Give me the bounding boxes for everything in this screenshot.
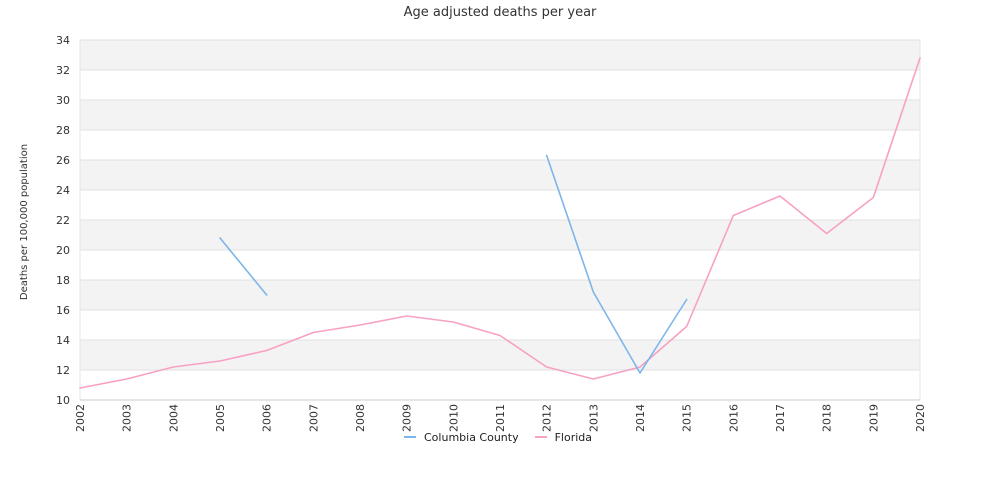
series-lines (79, 57, 921, 389)
y-tick-label: 20 (56, 244, 70, 257)
y-axis-title: Deaths per 100,000 population (19, 144, 30, 300)
legend-swatch (534, 436, 547, 438)
x-tick-label: 2003 (121, 404, 134, 432)
x-tick-label: 2007 (307, 404, 320, 432)
x-tick-label: 2016 (727, 404, 740, 432)
x-tick-label: 2008 (354, 404, 367, 432)
series-line-florida (79, 57, 921, 389)
x-tick-label: 2018 (821, 404, 834, 432)
plot-band (80, 100, 920, 130)
x-tick-label: 2005 (214, 404, 227, 432)
y-tick-label: 18 (56, 274, 70, 287)
x-tick-label: 2013 (587, 404, 600, 432)
x-tick-label: 2020 (914, 404, 927, 432)
chart-title: Age adjusted deaths per year (404, 5, 597, 20)
y-tick-label: 12 (56, 364, 70, 377)
y-tick-label: 28 (56, 124, 70, 137)
x-tick-label: 2012 (541, 404, 554, 432)
chart-legend: Columbia County Florida (404, 429, 608, 445)
legend-item[interactable]: Columbia County (404, 431, 519, 444)
series-line-columbia-county (219, 237, 268, 296)
y-tick-label: 24 (56, 184, 70, 197)
plot-band (80, 160, 920, 190)
legend-item[interactable]: Florida (534, 430, 593, 444)
x-tick-label: 2009 (401, 404, 414, 432)
x-tick-label: 2015 (681, 404, 694, 432)
y-tick-label: 34 (56, 34, 70, 47)
y-tick-label: 30 (56, 94, 70, 107)
y-tick-label: 14 (56, 334, 70, 347)
x-axis-tick-labels: 2002 2003 2004 2005 2006 2007 2008 2009 2010 2011… (74, 404, 927, 432)
x-tick-label: 2004 (167, 404, 180, 432)
series-line-columbia-county (545, 154, 688, 374)
x-tick-label: 2011 (494, 404, 507, 432)
plot-band (80, 280, 920, 310)
plot-band (80, 340, 920, 370)
x-tick-label: 2017 (774, 404, 787, 432)
y-tick-label: 10 (56, 394, 70, 407)
legend-label: Columbia County (424, 430, 519, 444)
plot-band (80, 40, 920, 70)
gridlines (80, 39, 920, 401)
legend-label: Florida (554, 430, 593, 444)
y-axis-tick-labels: 10 12 14 16 18 20 22 24 26 28 30 32 34 (56, 34, 70, 407)
plot-band (80, 220, 920, 250)
y-tick-label: 16 (56, 304, 70, 317)
y-tick-label: 26 (56, 154, 70, 167)
x-tick-label: 2006 (261, 404, 274, 432)
y-tick-label: 22 (56, 214, 70, 227)
x-tick-label: 2002 (74, 404, 87, 432)
legend-swatch (404, 436, 416, 438)
x-tick-label: 2019 (867, 404, 880, 432)
y-tick-label: 32 (56, 64, 70, 77)
x-tick-label: 2010 (447, 404, 460, 432)
plot-bands (80, 40, 920, 370)
x-tick-label: 2014 (634, 404, 647, 432)
